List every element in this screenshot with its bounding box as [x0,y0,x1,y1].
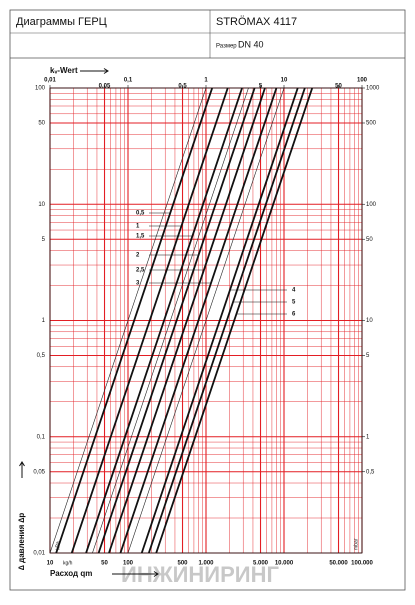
y2-tick-label: 100 [366,202,377,208]
x2-tick-label: 0,5 [178,84,187,90]
arrow [112,571,159,577]
kv-line [127,88,285,553]
series-label: 2 [136,253,140,259]
x2-tick-label: 0,05 [99,84,111,90]
y-tick-label: 0,5 [37,353,46,359]
y-tick-label: 10 [38,202,45,208]
header-size-label: Размер [216,44,237,50]
arrow [80,68,109,74]
lines [50,88,314,553]
kv-line [147,88,306,553]
kv-line [70,88,229,553]
y-tick-label: 50 [38,121,45,127]
y2-tick-label: 0,5 [366,469,375,475]
kv-line [50,88,207,553]
series-label: 1 [136,224,140,230]
kv-line [140,88,299,553]
x2-tick-label: 5 [259,84,263,90]
grid [49,87,363,554]
y-tick-label: 1 [42,318,46,324]
y-tick-label: 5 [42,237,46,243]
y2-tick-label: 1 [366,434,370,440]
frame [9,9,406,591]
x-tick-label: 100 [123,561,134,567]
y2-tick-label: 500 [366,121,377,127]
header-size: DN 40 [238,39,264,49]
x-tick-label: 10 [47,561,54,567]
header-product: STRÖMAX 4117 [216,16,297,28]
kv-line [92,88,249,553]
series-label: 6 [292,312,296,318]
header-title: Диаграммы ГЕРЦ [16,16,107,28]
x-label: Расход qm [50,569,92,578]
series-label: 2,5 [136,268,145,274]
y-tick-label: 0,05 [33,469,45,475]
x-tick-label: 100.000 [351,561,373,567]
x2-tick-label: 1 [204,78,208,84]
y2-unit: mbar [353,538,359,550]
x-tick-label: 10.000 [275,561,294,567]
y-tick-label: 0,01 [33,551,45,557]
kv-line [119,88,278,553]
kv-line [55,88,214,553]
y2-tick-label: 1000 [366,86,380,92]
y-tick-label: 100 [35,86,46,92]
x-tick-label: 500 [178,561,189,567]
y2-tick-label: 5 [366,353,370,359]
x-unit: kg/h [63,560,73,566]
y2-tick-label: 50 [366,237,373,243]
x2-tick-label: 10 [281,78,288,84]
series-label: 4 [292,288,296,294]
y2-tick-label: 10 [366,318,373,324]
arrow [19,461,25,478]
kv-line [108,88,266,553]
x-tick-label: 5.000 [253,561,269,567]
x2-tick-label: 100 [357,78,368,84]
series-label: 1,5 [136,234,145,240]
y-unit: kPa [55,541,61,550]
x2-tick-label: 50 [335,84,342,90]
kv-line [97,88,256,553]
kv-line [155,88,314,553]
y-tick-label: 0,1 [37,434,46,440]
top-label: kᵥ-Wert [50,66,78,75]
x-tick-label: 50 [101,561,108,567]
x-tick-label: 1.000 [198,561,214,567]
kv-line [85,88,243,553]
series-label: 0,5 [136,211,145,217]
y-label: ∆ давления ∆p [17,513,26,570]
series-label: 3 [136,281,140,287]
x2-tick-label: 0,1 [124,78,133,84]
x2-tick-label: 0,01 [44,78,56,84]
series-label: 5 [292,300,296,306]
x-tick-label: 50.000 [329,561,348,567]
